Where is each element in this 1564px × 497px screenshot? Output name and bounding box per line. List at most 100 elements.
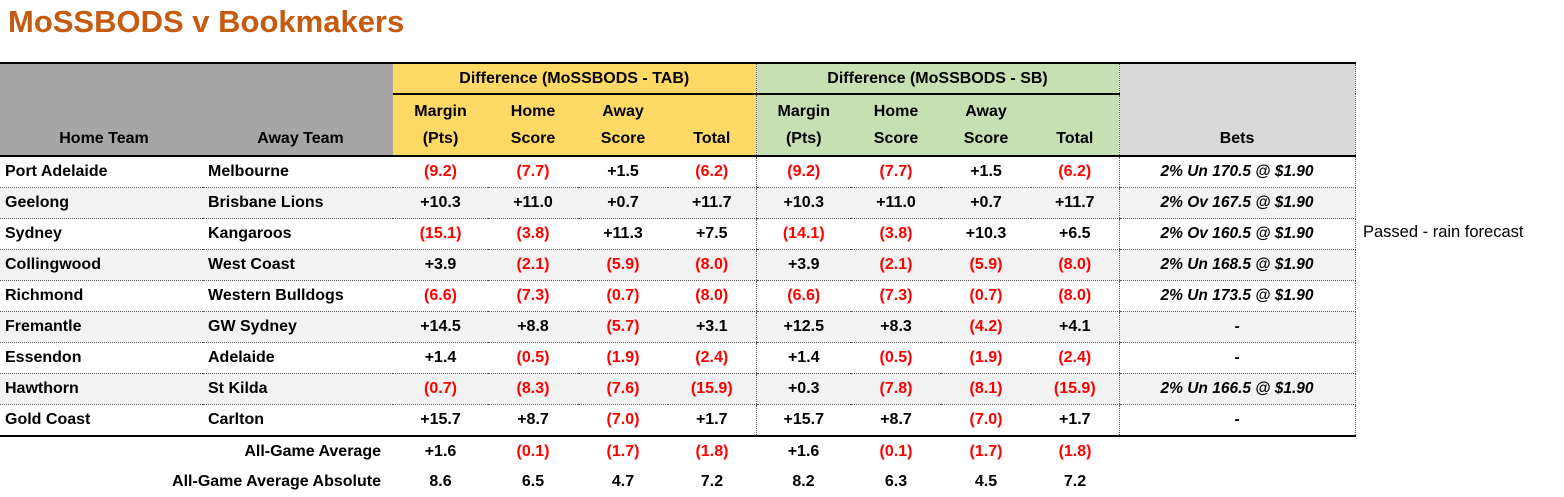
sb-total-cell: (8.0) [1031, 249, 1120, 281]
tab-total-cell: (15.9) [668, 373, 756, 405]
bet-cell: 2% Ov 160.5 @ $1.90 [1118, 218, 1356, 250]
table-row: Geelong Brisbane Lions +10.3 +11.0 +0.7 +11.7… [0, 187, 1356, 219]
bets-group-header-spacer [1118, 62, 1356, 94]
sb-home-score-cell: (0.5) [851, 342, 941, 374]
sb-home-score-cell: (2.1) [851, 249, 941, 281]
bets-header: Bets [1118, 94, 1356, 157]
sb-away-score-cell: +0.7 [941, 187, 1031, 219]
tab-margin-cell: +14.5 [393, 311, 488, 343]
summary-sb-away-score-cell: (1.7) [941, 436, 1031, 467]
tab-group-header: Difference (MoSSBODS - TAB) [393, 62, 756, 95]
sb-margin-header: Margin (Pts) [755, 94, 851, 157]
summary-tab-total-cell: 7.2 [668, 467, 756, 497]
bet-cell: 2% Un 173.5 @ $1.90 [1118, 280, 1356, 312]
side-note: Passed - rain forecast [1363, 223, 1524, 241]
away-team-header-label: Away Team [257, 130, 344, 147]
summary-label: All-Game Average [0, 436, 393, 467]
tab-total-cell: +1.7 [668, 404, 756, 437]
summary-sb-margin-cell: +1.6 [756, 436, 851, 467]
sb-home-score-cell: (7.3) [851, 280, 941, 312]
tab-margin-cell: +1.4 [393, 342, 488, 374]
summary-sb-total-cell: (1.8) [1031, 436, 1120, 467]
sb-home-score-cell: (7.8) [851, 373, 941, 405]
tab-away-score-cell: +1.5 [578, 156, 668, 188]
sb-away-score-cell: (7.0) [941, 404, 1031, 437]
sb-away-score-cell: (8.1) [941, 373, 1031, 405]
summary-label: All-Game Average Absolute [0, 467, 393, 497]
tab-away-score-cell: +11.3 [578, 218, 668, 250]
sb-away-score-header: Away Score [941, 94, 1031, 157]
tab-margin-cell: +15.7 [393, 404, 488, 437]
sb-total-cell: +11.7 [1031, 187, 1120, 219]
home-team-cell: Collingwood [0, 249, 203, 281]
group-header-row: Difference (MoSSBODS - TAB) Difference (… [0, 62, 1356, 95]
home-team-cell: Sydney [0, 218, 203, 250]
sb-home-score-cell: +8.3 [851, 311, 941, 343]
sb-margin-cell: (14.1) [755, 218, 851, 250]
sb-margin-cell: +10.3 [755, 187, 851, 219]
away-team-cell: Melbourne [203, 156, 393, 188]
tab-total-cell: (6.2) [668, 156, 756, 188]
sb-away-score-cell: (5.9) [941, 249, 1031, 281]
sb-total-cell: +1.7 [1031, 404, 1120, 437]
sb-margin-cell: +3.9 [755, 249, 851, 281]
bet-cell: 2% Un 170.5 @ $1.90 [1118, 156, 1356, 188]
table-row: Hawthorn St Kilda (0.7) (8.3) (7.6) (15.9) +0.… [0, 373, 1356, 405]
sb-margin-cell: (9.2) [755, 156, 851, 188]
tab-home-score-cell: (8.3) [488, 373, 578, 405]
sb-total-cell: (6.2) [1031, 156, 1120, 188]
team-header-spacer [0, 62, 393, 94]
tab-total-cell: (8.0) [668, 280, 756, 312]
away-team-cell: West Coast [203, 249, 393, 281]
tab-margin-cell: (9.2) [393, 156, 488, 188]
bet-cell: - [1118, 311, 1356, 343]
away-team-cell: Carlton [203, 404, 393, 437]
tab-home-score-cell: (3.8) [488, 218, 578, 250]
sb-home-score-cell: +8.7 [851, 404, 941, 437]
sb-total-cell: (8.0) [1031, 280, 1120, 312]
column-header-row: Home Team Away Team Margin (Pts) Home Scor… [0, 94, 1356, 157]
summary-tab-away-score-cell: (1.7) [578, 436, 668, 467]
summary-tab-home-score-cell: 6.5 [488, 467, 578, 497]
page-title: MoSSBODS v Bookmakers [8, 4, 405, 39]
tab-away-score-cell: (5.7) [578, 311, 668, 343]
tab-away-score-cell: (0.7) [578, 280, 668, 312]
home-team-cell: Geelong [0, 187, 203, 219]
summary-sb-home-score-cell: (0.1) [851, 436, 941, 467]
table-row: Port Adelaide Melbourne (9.2) (7.7) +1.5 (6.2… [0, 156, 1356, 188]
tab-home-score-cell: +8.7 [488, 404, 578, 437]
sb-away-score-cell: (1.9) [941, 342, 1031, 374]
tab-margin-cell: (0.7) [393, 373, 488, 405]
summary-sb-total-cell: 7.2 [1031, 467, 1120, 497]
tab-away-score-cell: (7.6) [578, 373, 668, 405]
tab-margin-cell: (6.6) [393, 280, 488, 312]
tab-away-score-cell: (5.9) [578, 249, 668, 281]
away-team-cell: GW Sydney [203, 311, 393, 343]
table-row: Fremantle GW Sydney +14.5 +8.8 (5.7) +3.1 +12.… [0, 311, 1356, 343]
sb-margin-cell: +12.5 [755, 311, 851, 343]
home-team-header: Home Team [0, 94, 203, 157]
bet-cell: 2% Un 166.5 @ $1.90 [1118, 373, 1356, 405]
tab-margin-header: Margin (Pts) [393, 94, 488, 157]
bet-cell: 2% Ov 167.5 @ $1.90 [1118, 187, 1356, 219]
tab-total-cell: +7.5 [668, 218, 756, 250]
summary-tab-home-score-cell: (0.1) [488, 436, 578, 467]
tab-away-score-header: Away Score [578, 94, 668, 157]
sb-total-cell: (15.9) [1031, 373, 1120, 405]
comparison-table: Difference (MoSSBODS - TAB) Difference (… [0, 62, 1356, 497]
tab-home-score-header: Home Score [488, 94, 578, 157]
tab-away-score-cell: (7.0) [578, 404, 668, 437]
away-team-header: Away Team [203, 94, 393, 157]
tab-home-score-cell: (2.1) [488, 249, 578, 281]
tab-margin-cell: +3.9 [393, 249, 488, 281]
tab-total-cell: +11.7 [668, 187, 756, 219]
summary-row: All-Game Average +1.6 (0.1) (1.7) (1.8) +1.6(… [0, 436, 1356, 467]
summary-tab-away-score-cell: 4.7 [578, 467, 668, 497]
sb-margin-cell: +1.4 [755, 342, 851, 374]
away-team-cell: Western Bulldogs [203, 280, 393, 312]
table-row: Collingwood West Coast +3.9 (2.1) (5.9) (8.0)… [0, 249, 1356, 281]
table-row: Essendon Adelaide +1.4 (0.5) (1.9) (2.4) +1.4(… [0, 342, 1356, 374]
bets-header-label: Bets [1219, 130, 1255, 147]
summary-sb-home-score-cell: 6.3 [851, 467, 941, 497]
home-team-cell: Fremantle [0, 311, 203, 343]
